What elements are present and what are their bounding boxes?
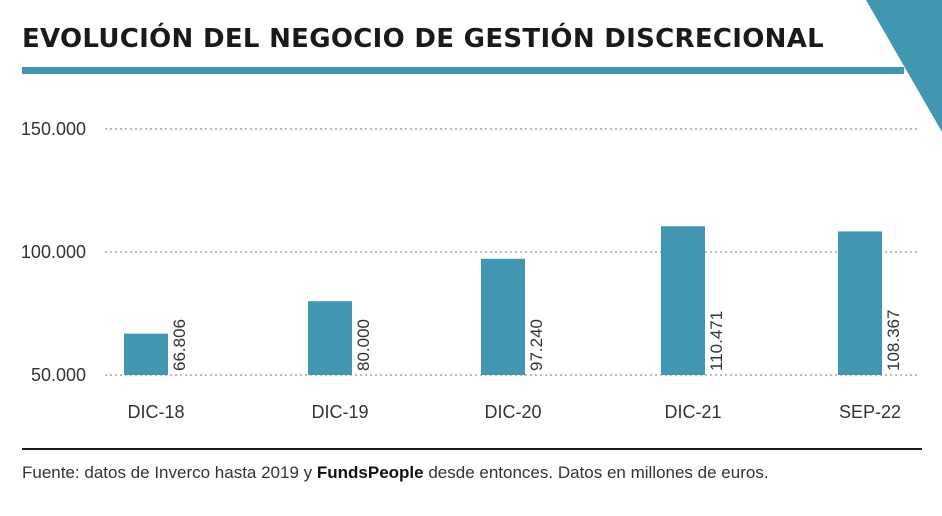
y-tick-label: 150.000 bbox=[21, 119, 86, 139]
bar-value-label: 66.806 bbox=[170, 319, 189, 371]
bar bbox=[838, 231, 882, 375]
x-category-label: DIC-20 bbox=[484, 402, 541, 422]
bar-value-label: 110.471 bbox=[707, 311, 726, 371]
source-brand: FundsPeople bbox=[316, 463, 424, 482]
bar bbox=[661, 226, 705, 375]
x-category-label: SEP-22 bbox=[839, 402, 901, 422]
bar-value-label: 80.000 bbox=[354, 319, 373, 371]
bar-value-label: 97.240 bbox=[527, 319, 546, 371]
x-category-label: DIC-21 bbox=[664, 402, 721, 422]
bar bbox=[481, 258, 525, 375]
x-category-label: DIC-19 bbox=[311, 402, 368, 422]
title-rule bbox=[22, 67, 904, 74]
source-text-start: Fuente: datos de Inverco hasta 2019 y bbox=[22, 463, 317, 482]
footer-rule bbox=[22, 448, 922, 450]
bar bbox=[124, 333, 168, 375]
chart-title: EVOLUCIÓN DEL NEGOCIO DE GESTIÓN DISCREC… bbox=[22, 24, 824, 54]
bar bbox=[308, 301, 352, 375]
source-note: Fuente: datos de Inverco hasta 2019 y Fu… bbox=[22, 463, 769, 483]
x-category-label: DIC-18 bbox=[127, 402, 184, 422]
bar-value-label: 108.367 bbox=[884, 310, 903, 371]
y-tick-label: 100.000 bbox=[21, 242, 86, 262]
source-text-end: desde entonces. Datos en millones de eur… bbox=[423, 463, 769, 482]
y-tick-label: 50.000 bbox=[31, 365, 86, 385]
